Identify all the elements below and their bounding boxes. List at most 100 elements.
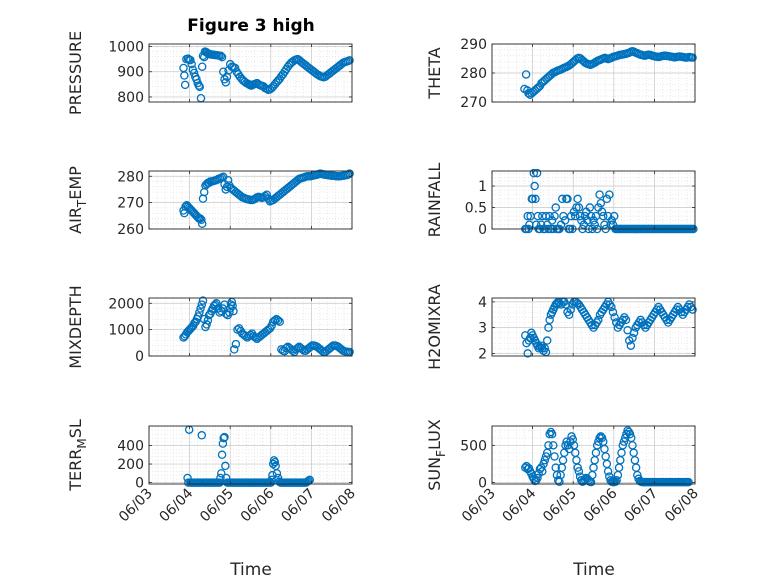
- data-point: [273, 316, 283, 325]
- data-point: [197, 219, 207, 228]
- x-tick-label: 06/06: [238, 485, 278, 525]
- data-point: [345, 56, 354, 65]
- data-point: [619, 437, 629, 446]
- y-tick-label: 270: [460, 95, 487, 111]
- y-tick-label: 3: [478, 321, 487, 337]
- y-axis-label: THETA: [425, 47, 444, 99]
- data-point: [231, 339, 241, 349]
- data-point: [610, 313, 619, 322]
- data-point: [561, 300, 571, 309]
- data-point: [186, 55, 195, 65]
- y-tick-label: 500: [460, 438, 487, 454]
- data-point: [628, 333, 637, 343]
- data-point: [608, 307, 618, 317]
- data-point: [560, 216, 570, 225]
- data-point: [566, 211, 576, 221]
- axes-box: [491, 297, 696, 357]
- data-point: [216, 473, 225, 483]
- data-point: [525, 333, 535, 343]
- data-point: [618, 441, 627, 450]
- data-point: [523, 211, 532, 221]
- data-point: [223, 175, 233, 185]
- data-point: [187, 59, 196, 69]
- data-point: [549, 441, 558, 450]
- x-tick-label: 06/06: [581, 485, 621, 525]
- data-point: [533, 473, 542, 483]
- data-point: [592, 441, 602, 450]
- data-point: [212, 299, 221, 308]
- y-tick-label: 4: [478, 295, 487, 311]
- data-point: [563, 194, 572, 204]
- axes-box: [148, 170, 353, 230]
- data-point: [521, 70, 531, 79]
- data-point: [595, 190, 604, 199]
- y-tick-label: 800: [117, 90, 144, 106]
- axes-box: [491, 425, 696, 485]
- data-point: [529, 168, 539, 178]
- data-point: [303, 477, 312, 486]
- data-point: [545, 211, 554, 221]
- data-point: [568, 435, 578, 444]
- x-tick-label: 06/08: [319, 486, 359, 526]
- data-point: [221, 78, 230, 87]
- y-tick-label: 0: [135, 349, 144, 365]
- data-point: [605, 190, 614, 199]
- data-point: [528, 194, 537, 204]
- data-point: [217, 469, 226, 478]
- figure-title: Figure 3 high: [187, 16, 315, 36]
- data-point: [219, 433, 228, 443]
- y-axis-label: TERRMSL: [66, 419, 89, 492]
- data-point: [195, 308, 204, 317]
- data-point: [688, 53, 697, 62]
- data-point: [229, 306, 238, 316]
- data-point: [688, 305, 697, 314]
- y-tick-label: 1000: [108, 323, 144, 339]
- data-point: [533, 211, 543, 221]
- data-point: [539, 459, 548, 469]
- y-tick-label: 400: [117, 438, 144, 454]
- data-point: [626, 341, 636, 350]
- data-point: [305, 475, 315, 485]
- panel-6: 2 3 4 H2OMIXRA: [425, 284, 697, 370]
- data-point: [557, 194, 567, 204]
- y-tick-label: 900: [117, 65, 144, 81]
- data-point: [564, 310, 574, 320]
- y-axis-label: SUNFLUX: [425, 419, 448, 491]
- data-point: [569, 207, 579, 217]
- x-axis-label-left: Time: [229, 560, 272, 580]
- data-point: [607, 216, 617, 225]
- x-tick-label: 06/04: [500, 485, 540, 525]
- axes-box: [491, 170, 696, 230]
- data-point: [606, 220, 615, 229]
- y-tick-label: 280: [460, 66, 487, 82]
- data-point: [268, 459, 278, 469]
- y-tick-label: 1: [478, 179, 487, 195]
- data-point: [603, 467, 613, 476]
- data-point: [541, 211, 551, 221]
- data-point: [541, 452, 551, 461]
- data-point: [197, 215, 206, 225]
- panel-3: 260 270 280 AIRTEMP: [66, 166, 354, 238]
- data-point: [602, 194, 612, 204]
- x-tick-label: 06/08: [662, 486, 702, 526]
- data-point: [270, 457, 280, 467]
- data-point: [544, 441, 553, 450]
- y-tick-label: 0: [478, 222, 487, 238]
- data-point: [544, 323, 553, 332]
- data-point: [575, 211, 585, 221]
- y-axis-label: H2OMIXRA: [425, 284, 444, 370]
- data-point: [217, 450, 227, 460]
- axes-box: [148, 425, 353, 485]
- y-tick-label: 2: [478, 346, 487, 362]
- data-point: [531, 194, 540, 204]
- data-point: [198, 296, 208, 305]
- y-axis-label: RAINFALL: [425, 163, 444, 238]
- data-point: [598, 211, 608, 221]
- panel-4: 0 0.5 1 RAINFALL: [425, 163, 698, 238]
- data-point: [275, 317, 284, 326]
- data-point: [551, 203, 560, 212]
- panel-2: 270 280 290 THETA: [425, 37, 697, 111]
- axes-box: [148, 43, 353, 103]
- data-point: [181, 202, 190, 211]
